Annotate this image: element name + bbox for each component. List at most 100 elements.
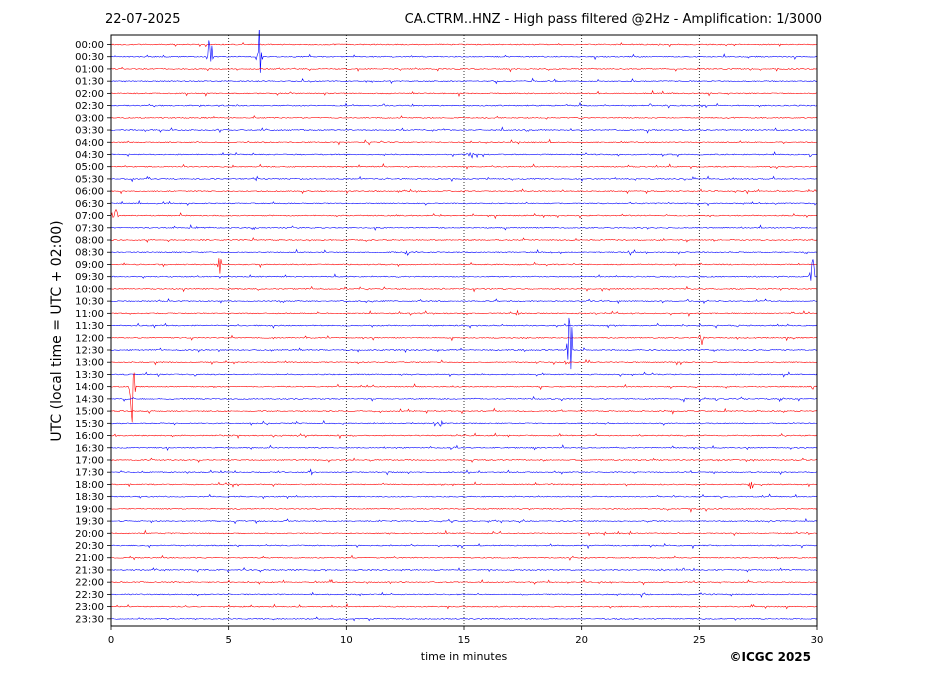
y-tick-label-1300: 13:00 <box>75 358 104 369</box>
y-tick-label-1800: 18:00 <box>75 480 104 491</box>
trace-row-1930 <box>111 517 817 525</box>
y-tick-label-1430: 14:30 <box>75 394 104 405</box>
y-tick-label-1130: 11:30 <box>75 321 104 332</box>
trace-row-0830 <box>111 248 817 256</box>
trace-row-0500 <box>111 163 817 170</box>
y-tick-label-2030: 20:30 <box>75 541 104 552</box>
trace-row-1330 <box>111 371 817 378</box>
y-tick-label-2130: 21:30 <box>75 565 104 576</box>
y-tick-label-0730: 07:30 <box>75 223 104 234</box>
trace-row-0200 <box>111 89 817 98</box>
y-tick-label-0930: 09:30 <box>75 272 104 283</box>
trace-row-0030 <box>111 30 817 73</box>
x-tick-label-15: 15 <box>458 635 471 646</box>
y-tick-label-0300: 03:00 <box>75 113 104 124</box>
y-tick-label-1500: 15:00 <box>75 407 104 418</box>
trace-row-0100 <box>111 66 817 73</box>
y-tick-label-1530: 15:30 <box>75 419 104 430</box>
y-tick-label-0600: 06:00 <box>75 187 104 198</box>
y-tick-label-0130: 01:30 <box>75 77 104 88</box>
trace-row-1730 <box>111 468 817 476</box>
y-tick-label-1000: 10:00 <box>75 284 104 295</box>
x-tick-label-0: 0 <box>108 635 114 646</box>
trace-row-1000 <box>111 285 817 293</box>
y-tick-label-0030: 00:30 <box>75 52 104 63</box>
y-tick-label-0400: 04:00 <box>75 138 104 149</box>
y-tick-label-1100: 11:00 <box>75 309 104 320</box>
y-tick-label-1400: 14:00 <box>75 382 104 393</box>
trace-row-0400 <box>111 138 817 146</box>
trace-row-0330 <box>111 126 817 134</box>
trace-row-2030 <box>111 543 817 550</box>
y-tick-label-0800: 08:00 <box>75 236 104 247</box>
x-tick-label-5: 5 <box>225 635 231 646</box>
y-tick-label-1930: 19:30 <box>75 517 104 528</box>
x-tick-label-10: 10 <box>340 635 353 646</box>
trace-row-1100 <box>111 309 817 317</box>
plot-frame <box>110 34 818 627</box>
trace-row-1600 <box>111 432 817 440</box>
y-tick-label-1200: 12:00 <box>75 333 104 344</box>
trace-row-1300 <box>111 358 817 366</box>
y-tick-label-2300: 23:00 <box>75 602 104 613</box>
trace-row-1700 <box>111 457 817 463</box>
trace-row-0700 <box>111 208 817 220</box>
date-label: 22-07-2025 <box>105 12 181 27</box>
y-tick-label-1730: 17:30 <box>75 468 104 479</box>
y-tick-label-1700: 17:00 <box>75 455 104 466</box>
y-tick-label-0230: 02:30 <box>75 101 104 112</box>
y-tick-label-0830: 08:30 <box>75 248 104 259</box>
y-tick-label-1330: 13:30 <box>75 370 104 381</box>
trace-row-0600 <box>111 188 817 195</box>
trace-row-1800 <box>111 481 817 490</box>
trace-row-1630 <box>111 444 817 452</box>
trace-row-2300 <box>111 602 817 610</box>
trace-row-1900 <box>111 507 817 513</box>
y-tick-label-2230: 22:30 <box>75 590 104 601</box>
y-tick-label-0330: 03:30 <box>75 126 104 137</box>
y-tick-label-0500: 05:00 <box>75 162 104 173</box>
trace-row-2100 <box>111 554 817 561</box>
y-tick-label-1630: 16:30 <box>75 443 104 454</box>
trace-row-0930 <box>111 259 817 281</box>
y-tick-label-0700: 07:00 <box>75 211 104 222</box>
y-tick-label-0430: 04:30 <box>75 150 104 161</box>
chart-title: CA.CTRM..HNZ - High pass filtered @2Hz -… <box>404 12 822 27</box>
traces <box>111 30 817 622</box>
trace-row-0130 <box>111 77 817 85</box>
trace-row-1400 <box>111 372 817 423</box>
trace-row-0630 <box>111 199 817 207</box>
trace-row-1430 <box>111 395 817 403</box>
trace-row-0230 <box>111 101 817 109</box>
y-tick-label-0100: 01:00 <box>75 64 104 75</box>
y-tick-label-1830: 18:30 <box>75 492 104 503</box>
y-tick-label-1230: 12:30 <box>75 346 104 357</box>
y-tick-label-0630: 06:30 <box>75 199 104 210</box>
trace-row-2000 <box>111 529 817 537</box>
x-tick-label-25: 25 <box>693 635 706 646</box>
trace-row-0900 <box>111 258 817 274</box>
trace-row-2230 <box>111 591 817 598</box>
y-tick-label-0900: 09:00 <box>75 260 104 271</box>
y-tick-label-0000: 00:00 <box>75 40 104 51</box>
trace-row-1030 <box>111 298 817 305</box>
y-tick-label-2200: 22:00 <box>75 578 104 589</box>
x-axis-label: time in minutes <box>420 650 508 663</box>
trace-row-1830 <box>111 493 817 500</box>
y-tick-label-0530: 05:30 <box>75 174 104 185</box>
trace-row-2330 <box>111 616 817 622</box>
y-tick-label-1600: 16:00 <box>75 431 104 442</box>
y-tick-label-2000: 20:00 <box>75 529 104 540</box>
y-tick-label-1900: 19:00 <box>75 504 104 515</box>
trace-row-0300 <box>111 115 817 120</box>
trace-row-0800 <box>111 237 817 243</box>
trace-row-1500 <box>111 407 817 415</box>
trace-row-1130 <box>111 322 817 329</box>
trace-row-0000 <box>111 42 817 48</box>
trace-row-0430 <box>111 151 817 159</box>
copyright-label: ©ICGC 2025 <box>729 650 811 664</box>
y-tick-label-2330: 23:30 <box>75 614 104 625</box>
trace-row-0530 <box>111 175 817 183</box>
y-tick-label-1030: 10:30 <box>75 297 104 308</box>
